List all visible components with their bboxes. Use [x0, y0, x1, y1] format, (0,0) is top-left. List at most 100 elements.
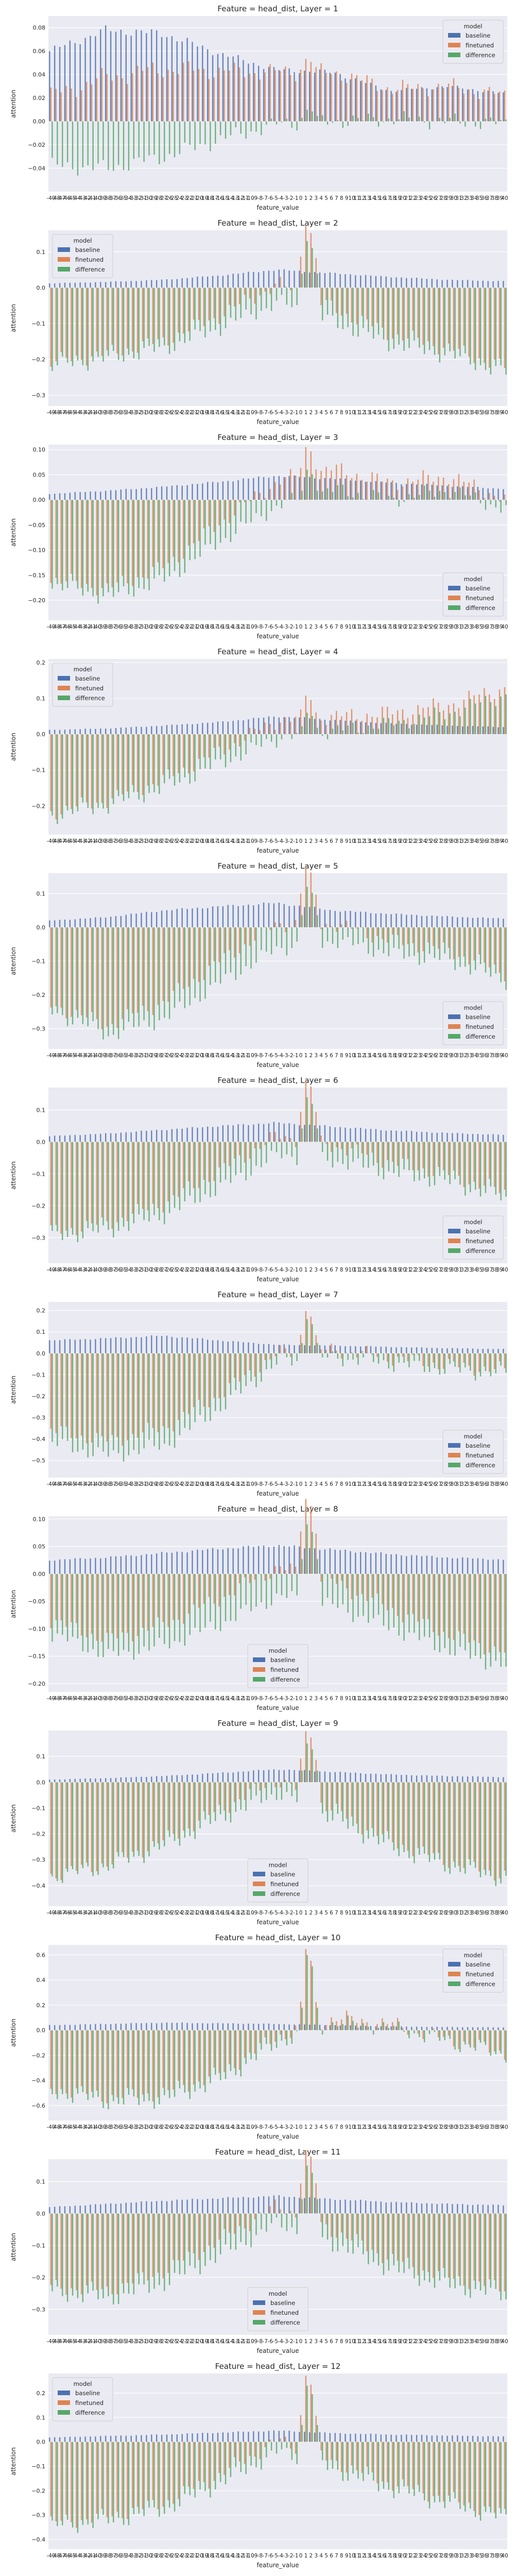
bar-difference — [301, 1559, 303, 1574]
bar-difference — [189, 1782, 191, 1836]
x-tick-label: 3 — [314, 1481, 318, 1487]
bar-baseline — [243, 2196, 244, 2214]
bar-baseline — [176, 2434, 178, 2442]
bar-difference — [281, 1782, 283, 1800]
bar-baseline — [100, 728, 101, 735]
bar-baseline — [54, 283, 56, 288]
bar-finetuned — [132, 1782, 133, 1852]
bar-baseline — [436, 1348, 438, 1353]
bar-finetuned — [218, 287, 220, 324]
bar-difference — [255, 927, 257, 963]
bar-baseline — [141, 281, 142, 288]
bar-baseline — [396, 2435, 397, 2442]
bar-finetuned — [208, 1142, 210, 1182]
bar-baseline — [227, 275, 229, 288]
x-tick-label: 17 — [384, 838, 391, 844]
x-tick-label: -26 — [164, 1481, 173, 1487]
bar-difference — [286, 287, 288, 305]
x-tick-label: -46 — [62, 410, 71, 416]
x-tick-label: -35 — [118, 2338, 127, 2345]
x-tick-label: -9 — [252, 195, 258, 201]
bar-baseline — [217, 906, 219, 927]
x-tick-label: -32 — [133, 624, 142, 630]
bar-finetuned — [178, 2442, 179, 2499]
bar-difference — [92, 1353, 94, 1456]
bar-finetuned — [504, 2213, 506, 2292]
bar-finetuned — [438, 1782, 439, 1853]
x-tick-label: -40 — [92, 1053, 101, 1059]
bar-finetuned — [280, 1566, 281, 1574]
bar-baseline — [222, 906, 224, 927]
bar-difference — [317, 2007, 318, 2030]
bar-finetuned — [203, 1573, 205, 1604]
bar-difference — [72, 2213, 74, 2296]
bar-baseline — [370, 1129, 372, 1142]
bar-difference — [179, 287, 181, 342]
bar-baseline — [258, 1546, 260, 1574]
bar-baseline — [273, 2195, 275, 2214]
bar-baseline — [441, 2027, 443, 2030]
bar-baseline — [197, 1549, 198, 1574]
bar-finetuned — [162, 927, 164, 1001]
bar-difference — [189, 2030, 191, 2099]
bar-baseline — [324, 2198, 326, 2214]
bar-finetuned — [438, 287, 439, 354]
bar-difference — [327, 2213, 329, 2240]
x-tick-label: 19 — [394, 1053, 401, 1059]
bar-baseline — [197, 1774, 198, 1783]
bar-difference — [123, 2030, 125, 2105]
x-tick-label: -20 — [194, 1481, 203, 1487]
bar-difference — [225, 121, 227, 139]
bar-finetuned — [422, 1573, 424, 1619]
bar-difference — [57, 2442, 58, 2527]
bar-baseline — [243, 1124, 244, 1142]
bar-finetuned — [295, 81, 297, 122]
bar-difference — [383, 1573, 385, 1626]
bar-baseline — [146, 2201, 147, 2214]
bar-finetuned — [213, 2442, 215, 2481]
bar-difference — [77, 1142, 79, 1242]
bar-difference — [357, 927, 359, 944]
bar-baseline — [314, 1125, 316, 1142]
bar-finetuned — [280, 722, 281, 735]
x-tick-label: -8 — [258, 1267, 263, 1273]
x-tick-label: -17 — [210, 1910, 218, 1916]
x-tick-label: -32 — [133, 1481, 142, 1487]
bar-finetuned — [249, 1142, 251, 1159]
bar-difference — [113, 500, 114, 597]
x-tick-label: -47 — [57, 1267, 65, 1273]
bar-difference — [174, 121, 176, 158]
bar-difference — [398, 927, 400, 949]
bar-difference — [347, 1573, 349, 1613]
bar-difference — [372, 490, 374, 500]
bar-finetuned — [96, 734, 98, 803]
bar-difference — [327, 287, 329, 315]
bar-baseline — [268, 66, 270, 122]
bar-finetuned — [76, 97, 77, 122]
x-tick-label: -8 — [258, 1910, 263, 1916]
bar-finetuned — [310, 1737, 312, 1783]
bar-baseline — [324, 1345, 326, 1353]
bar-difference — [337, 927, 339, 948]
bar-finetuned — [336, 2442, 337, 2461]
x-tick-label: -44 — [72, 2338, 81, 2345]
bar-finetuned — [244, 927, 246, 944]
bar-baseline — [416, 1131, 418, 1142]
bar-difference — [439, 490, 441, 500]
bar-baseline — [447, 486, 448, 500]
bar-difference — [449, 2213, 451, 2288]
bar-difference — [97, 734, 99, 808]
x-tick-label: 40 — [501, 838, 508, 844]
bar-difference — [470, 1782, 471, 1866]
bar-finetuned — [397, 710, 399, 735]
bar-finetuned — [162, 287, 164, 337]
bar-difference — [321, 2030, 323, 2035]
x-tick-label: -8 — [258, 195, 263, 201]
bar-finetuned — [106, 2213, 108, 2287]
x-tick-label: -24 — [174, 2124, 183, 2130]
x-tick-label: -6 — [267, 1053, 273, 1059]
bar-difference — [312, 2173, 313, 2214]
x-tick-label: 0 — [299, 1267, 303, 1273]
x-tick-label: -9 — [252, 2124, 258, 2130]
x-tick-label: 38 — [491, 1053, 498, 1059]
